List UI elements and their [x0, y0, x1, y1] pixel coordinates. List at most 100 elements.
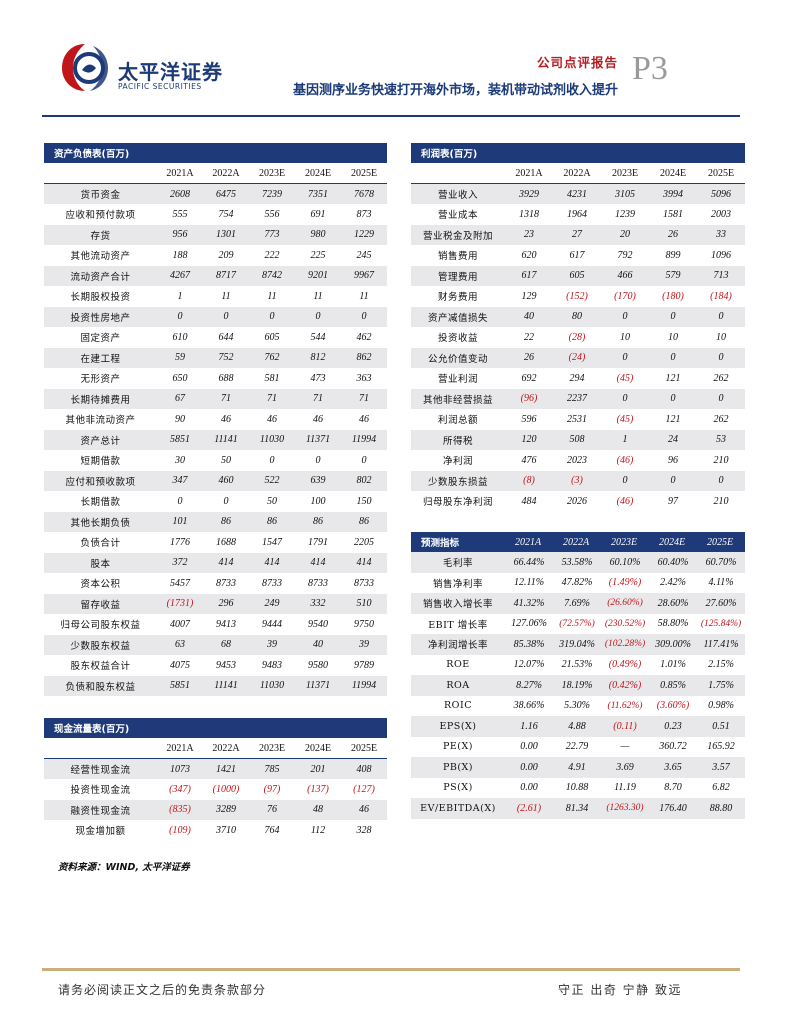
cell-value: 11.19	[614, 782, 636, 794]
cell-value: 309.00%	[649, 634, 697, 655]
year-header: 2025E	[341, 163, 387, 184]
table-row: 短期借款 30 50 0 0 0	[44, 450, 387, 471]
cell-value: 1688	[216, 536, 236, 548]
cell-value: 8733	[262, 577, 282, 589]
cell-value: 522	[249, 470, 295, 491]
cell-value: 3929	[505, 183, 553, 204]
cell-value: (184)	[710, 290, 732, 302]
cell-value: 0	[361, 454, 367, 466]
table-row: ROIC 38.66% 5.30% (11.62%) (3.60%) 0.98%	[411, 696, 745, 717]
row-label: 长期借款	[80, 497, 121, 509]
cell-value: 120	[505, 429, 553, 450]
cell-value: 0	[341, 306, 387, 327]
year-header: 2024E	[295, 163, 341, 184]
cell-value: 40	[505, 306, 553, 327]
cell-value: 53.58%	[553, 552, 601, 573]
cell-value: 59	[157, 347, 203, 368]
table-row: 销售净利率 12.11% 47.82% (1.49%) 2.42% 4.11%	[411, 573, 745, 594]
row-label: 净利润	[442, 456, 473, 468]
cell-value: 644	[218, 331, 234, 343]
cell-value: 0	[649, 388, 697, 409]
cell-value: (28)	[568, 331, 586, 343]
row-label: 营业成本	[437, 210, 478, 222]
cell-value: (230.52%)	[604, 618, 646, 629]
spacer-cell	[411, 511, 746, 532]
cell-value: 11	[221, 290, 231, 302]
cell-value: 165.92	[707, 741, 735, 753]
cell-value: 11994	[341, 429, 387, 450]
row-label: 资产减值损失	[411, 306, 505, 327]
cell-value: 26	[649, 224, 697, 245]
cell-value: 5457	[170, 577, 190, 589]
row-label: 资产总计	[44, 429, 157, 450]
cell-value: 11	[267, 290, 277, 302]
cell-value: 0.00	[505, 757, 553, 778]
row-label: 长期待摊费用	[44, 388, 157, 409]
cell-value: 296	[203, 593, 249, 614]
cell-value: 360.72	[659, 741, 687, 753]
cell-value: 347	[157, 470, 203, 491]
cell-value: 0	[315, 454, 321, 466]
cell-value: 48	[295, 799, 341, 820]
pacific-logo-icon	[62, 44, 108, 91]
cell-value: 0.51	[697, 716, 746, 737]
table-row: 归母股东净利润 484 2026 (46) 97 210	[411, 491, 745, 512]
row-label: PE(X)	[442, 741, 473, 753]
cell-value: 9483	[262, 659, 282, 671]
row-label: 公允价值变动	[411, 347, 505, 368]
row-label: 其他非流动资产	[65, 415, 136, 427]
table-row: 其他非流动资产 90 46 46 46 46	[44, 409, 387, 430]
cell-value: 262	[713, 413, 729, 425]
cell-value: 12.07%	[513, 659, 545, 671]
cell-value: 544	[310, 331, 326, 343]
cell-value: 2237	[553, 388, 601, 409]
cell-value: 3105	[601, 183, 649, 204]
year-header: 2023E	[249, 163, 295, 184]
table-row: 其他非经营损益 (96) 2237 0 0 0	[411, 388, 746, 409]
cell-value: 3994	[649, 183, 697, 204]
cell-value: 0.85%	[649, 675, 697, 696]
cell-value: 0	[157, 306, 203, 327]
cell-value: 754	[218, 208, 234, 220]
cell-value: 96	[668, 454, 678, 466]
row-label: 短期借款	[80, 456, 121, 468]
cell-value: 9580	[308, 659, 328, 671]
cell-value: 980	[295, 224, 341, 245]
cell-value: 11994	[341, 675, 387, 696]
table-row: 营业收入 3929 4231 3105 3994 5096	[411, 183, 746, 204]
cell-value: 2205	[354, 536, 374, 548]
row-label: 财务费用	[437, 292, 478, 304]
year-header-row: 2021A 2022A 2023E 2024E 2025E	[44, 738, 387, 759]
cell-value: 0	[697, 347, 746, 368]
cell-value: (97)	[263, 783, 281, 795]
cell-value: (1000)	[212, 783, 240, 795]
cell-value: 0	[649, 347, 697, 368]
cell-value: 1	[601, 429, 649, 450]
table-row: 毛利率 66.44% 53.58% 60.10% 60.40% 60.70%	[411, 552, 746, 573]
cell-value: 21.53%	[561, 659, 593, 671]
cell-value: 8.27%	[505, 675, 553, 696]
cell-value: 9540	[308, 618, 328, 630]
cell-value: 596	[521, 413, 537, 425]
table-title: 预测指标	[411, 532, 505, 552]
cell-value: 581	[264, 372, 280, 384]
cell-value: 4.11%	[708, 577, 734, 589]
table-row: 营业税金及附加 23 27 20 26 33	[411, 224, 746, 245]
cell-value: 40	[295, 634, 341, 655]
cell-value: 2608	[157, 183, 203, 204]
cell-value: 46	[359, 413, 369, 425]
cell-value: 328	[356, 824, 372, 836]
cell-value: 86	[341, 511, 387, 532]
cell-value: 6475	[203, 183, 249, 204]
company-motto: 守正 出奇 宁静 致远	[558, 983, 682, 997]
cell-value: 873	[356, 208, 372, 220]
cell-value: 11	[359, 290, 369, 302]
cell-value: (125.84%)	[700, 618, 742, 629]
year-header: 2024E	[649, 163, 697, 184]
table-row: EV/EBITDA(X) (2.61) 81.34 (1263.30) 176.40 88…	[411, 798, 746, 819]
cell-value: 510	[341, 593, 387, 614]
cell-value: 210	[713, 495, 729, 507]
cell-value: 1421	[203, 758, 249, 779]
cell-value: 127.06%	[511, 618, 547, 630]
data-source: 资料来源：WIND, 太平洋证券	[58, 862, 190, 873]
